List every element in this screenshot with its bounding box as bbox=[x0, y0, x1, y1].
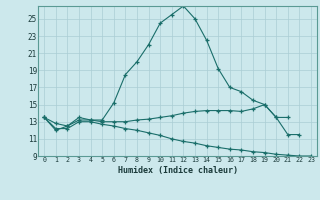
X-axis label: Humidex (Indice chaleur): Humidex (Indice chaleur) bbox=[118, 166, 238, 175]
